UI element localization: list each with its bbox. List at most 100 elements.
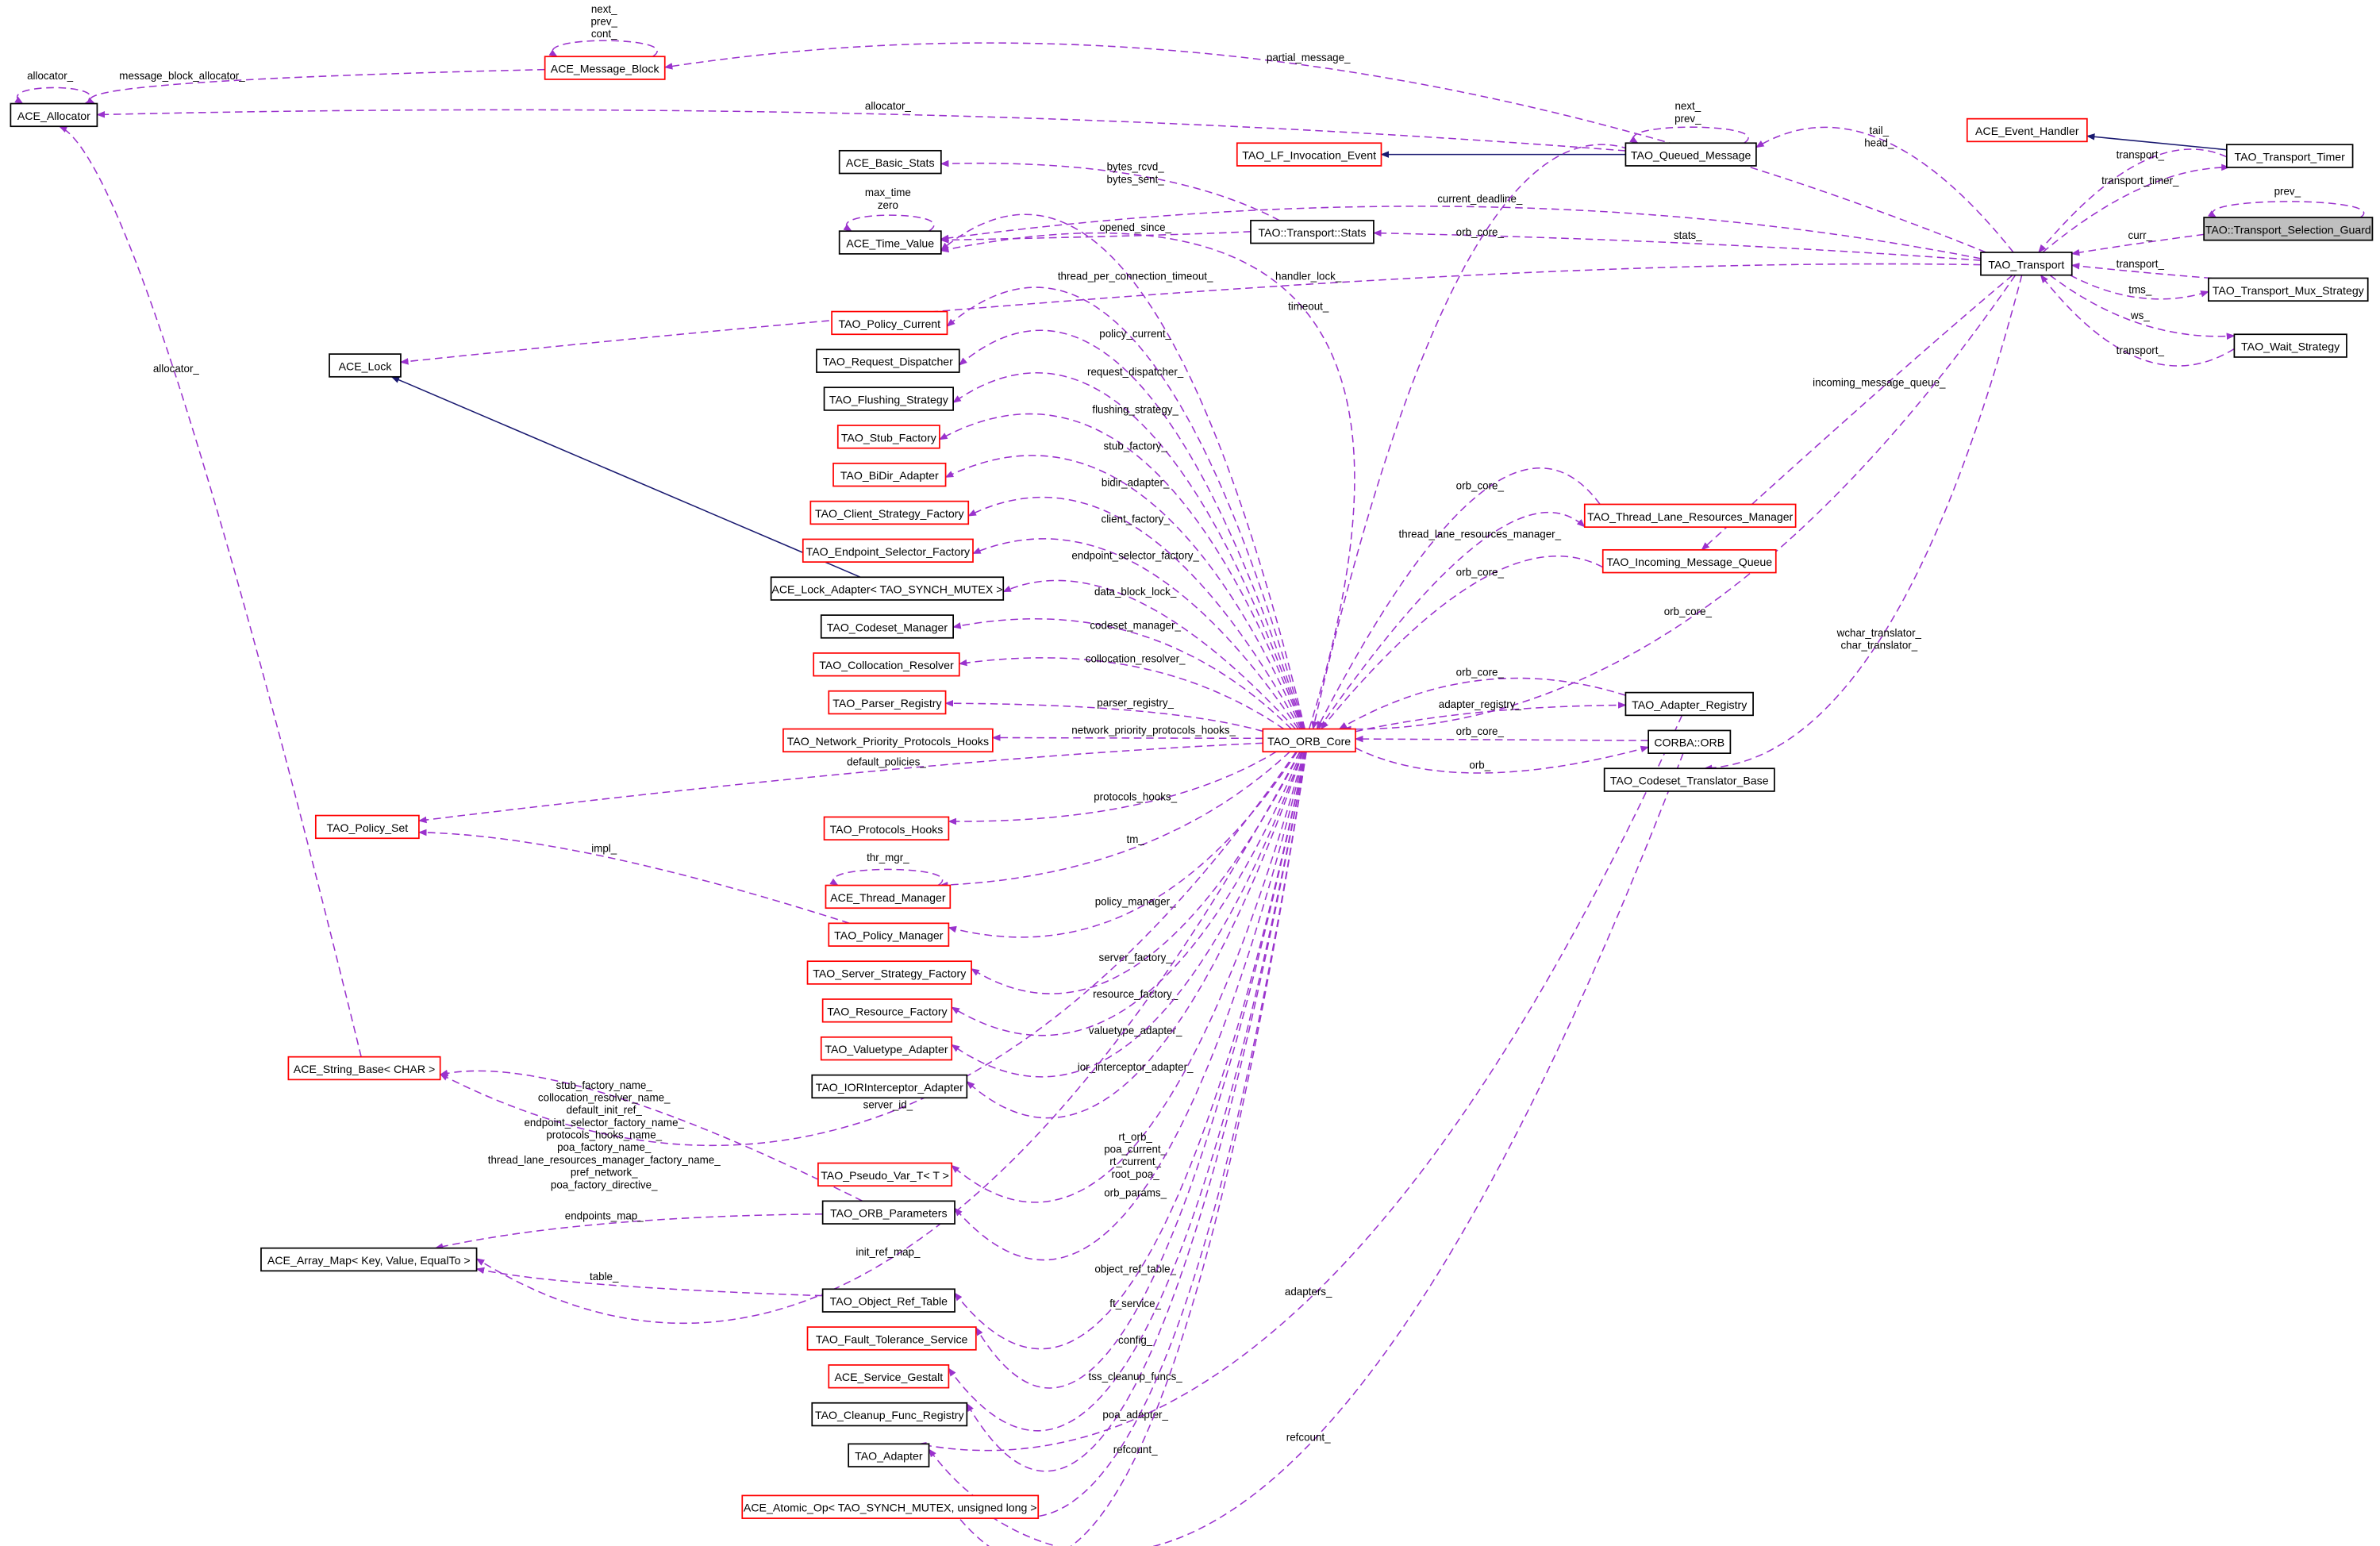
class-node-ssf[interactable]: TAO_Server_Strategy_Factory (806, 960, 972, 985)
class-node-flush[interactable]: TAO_Flushing_Strategy (823, 386, 954, 411)
edge-tstats-to-tv (940, 231, 1252, 244)
class-node-atomic[interactable]: ACE_Atomic_Op< TAO_SYNCH_MUTEX, unsigned… (741, 1494, 1040, 1519)
edge-guard-to-transport (2070, 233, 2205, 256)
class-node-thrmgr[interactable]: ACE_Thread_Manager (825, 884, 952, 910)
edge-label: transport_ (2117, 258, 2165, 270)
edge-thrmgr-to-thrmgr (829, 868, 944, 886)
class-name: ACE_Time_Value (846, 237, 934, 249)
class-node-iora[interactable]: TAO_IORInterceptor_Adapter (811, 1074, 968, 1099)
class-box (1648, 729, 1732, 754)
edge-orbcore-to-preg (944, 699, 1263, 733)
class-node-lock[interactable]: ACE_Lock (329, 353, 402, 378)
class-name: TAO_Codeset_Translator_Base (1610, 775, 1769, 787)
class-box (329, 353, 402, 378)
class-name: TAO_Queued_Message (1631, 149, 1751, 162)
class-node-sg[interactable]: ACE_Service_Gestalt (828, 1364, 950, 1389)
class-node-areg[interactable]: TAO_Adapter_Registry (1624, 691, 1754, 717)
edge-label: prev_ (1674, 113, 1701, 125)
edge-label: client_factory_ (1102, 513, 1171, 525)
edge-label: bidir_adapter_ (1102, 477, 1170, 489)
class-node-csm[interactable]: TAO_Codeset_Manager (820, 614, 954, 639)
class-node-pcur[interactable]: TAO_Policy_Current (831, 310, 948, 336)
edge-orbcore-to-sg (948, 752, 1307, 1432)
edge-label: thread_lane_resources_manager_factory_na… (488, 1154, 721, 1166)
class-node-fts[interactable]: TAO_Fault_Tolerance_Service (806, 1326, 977, 1351)
class-node-qm[interactable]: TAO_Queued_Message (1624, 142, 1757, 167)
class-node-lockad[interactable]: ACE_Lock_Adapter< TAO_SYNCH_MUTEX > (770, 576, 1005, 601)
class-box (820, 1036, 953, 1061)
class-node-rdisp[interactable]: TAO_Request_Dispatcher (816, 348, 960, 373)
class-node-transport[interactable]: TAO_Transport (1980, 252, 2073, 276)
class-node-rf[interactable]: TAO_Resource_Factory (821, 998, 953, 1023)
class-name: ACE_Array_Map< Key, Value, EqualTo > (267, 1254, 471, 1267)
class-node-bstats[interactable]: ACE_Basic_Stats (838, 149, 942, 175)
edge-orb-to-orbcore (1354, 735, 1649, 743)
edge-transport-to-tv (940, 206, 1982, 260)
edge-orbcore-to-orbp (954, 752, 1305, 1261)
class-node-guard[interactable]: TAO::Transport_Selection_Guard (2203, 217, 2374, 241)
class-node-preg[interactable]: TAO_Parser_Registry (828, 690, 947, 715)
class-box (1250, 219, 1375, 244)
class-node-esf[interactable]: TAO_Endpoint_Selector_Factory (802, 538, 974, 563)
edge-label: request_dispatcher_ (1087, 366, 1184, 378)
class-node-tstats[interactable]: TAO::Transport::Stats (1250, 219, 1375, 244)
edge-label: stub_factory_name_ (556, 1079, 653, 1091)
class-node-tv[interactable]: ACE_Time_Value (838, 230, 942, 255)
class-node-ort[interactable]: TAO_Object_Ref_Table (821, 1288, 955, 1313)
class-node-orbp[interactable]: TAO_ORB_Parameters (821, 1200, 955, 1225)
class-node-strb[interactable]: ACE_String_Base< CHAR > (287, 1056, 441, 1081)
class-node-csf[interactable]: TAO_Client_Strategy_Factory (809, 500, 970, 525)
class-node-vta[interactable]: TAO_Valuetype_Adapter (820, 1036, 953, 1061)
edge-label: bytes_sent_ (1107, 173, 1165, 185)
class-node-lfie[interactable]: TAO_LF_Invocation_Event (1236, 142, 1382, 167)
class-node-orb[interactable]: CORBA::ORB (1648, 729, 1732, 754)
class-node-mux[interactable]: TAO_Transport_Mux_Strategy (2208, 277, 2369, 302)
class-node-bidir[interactable]: TAO_BiDir_Adapter (832, 462, 947, 487)
edge-areg-to-adapter (917, 715, 1683, 1452)
edge-label: endpoints_map_ (565, 1209, 644, 1221)
edge-label: config_ (1118, 1334, 1153, 1346)
edge-wait-to-transport (2040, 274, 2235, 367)
class-node-eh[interactable]: ACE_Event_Handler (1966, 117, 2088, 143)
class-node-pset[interactable]: TAO_Policy_Set (314, 814, 420, 840)
edge-orbcore-to-rf (951, 751, 1302, 1036)
class-name: TAO_Transport_Timer (2235, 150, 2346, 163)
class-box (836, 425, 940, 449)
class-node-cfr[interactable]: TAO_Cleanup_Func_Registry (811, 1402, 968, 1427)
class-node-stubf[interactable]: TAO_Stub_Factory (836, 425, 940, 449)
class-node-alloc[interactable]: ACE_Allocator (10, 102, 98, 128)
class-node-mb[interactable]: ACE_Message_Block (544, 56, 666, 80)
class-box (806, 1326, 977, 1351)
nodes-layer: ACE_Allocator ACE_Message_Block ACE_Basic_… (10, 56, 2374, 1519)
class-node-amap[interactable]: ACE_Array_Map< Key, Value, EqualTo > (260, 1247, 478, 1272)
class-node-orbcore[interactable]: TAO_ORB_Core (1262, 728, 1356, 753)
class-node-npph[interactable]: TAO_Network_Priority_Protocols_Hooks (782, 728, 994, 753)
class-name: TAO_Flushing_Strategy (829, 393, 949, 406)
edge-label: protocols_hooks_ (1094, 790, 1177, 802)
edges-layer: allocator_ message_block_allocator_next_p… (14, 3, 2364, 1546)
edge-label: bytes_rcvd_ (1107, 161, 1165, 173)
class-box (2233, 333, 2347, 358)
class-node-pvar[interactable]: TAO_Pseudo_Var_T< T > (817, 1162, 953, 1187)
class-node-pmgr[interactable]: TAO_Policy_Manager (828, 922, 950, 947)
class-name: ACE_Atomic_Op< TAO_SYNCH_MUTEX, unsigned… (744, 1502, 1037, 1514)
class-name: ACE_String_Base< CHAR > (294, 1063, 435, 1075)
edge-orbcore-to-csf (967, 497, 1301, 729)
class-node-tlrm[interactable]: TAO_Thread_Lane_Resources_Manager (1583, 503, 1797, 529)
class-node-imq[interactable]: TAO_Incoming_Message_Queue (1601, 548, 1777, 574)
edge-orbcore-to-pcur (946, 287, 1305, 729)
class-box (2208, 277, 2369, 302)
edge-orbcore-to-phooks (948, 751, 1277, 825)
class-node-ctb[interactable]: TAO_Codeset_Translator_Base (1603, 767, 1775, 792)
edge-orbcore-to-fts (975, 752, 1306, 1389)
edge-ttimer-to-eh (2086, 133, 2227, 151)
class-name: ACE_Service_Gestalt (834, 1371, 943, 1383)
edge-label: max_time (865, 187, 911, 198)
class-name: TAO_Policy_Set (327, 821, 409, 834)
class-node-adapter[interactable]: TAO_Adapter (848, 1443, 930, 1467)
class-node-wait[interactable]: TAO_Wait_Strategy (2233, 333, 2347, 358)
class-node-ttimer[interactable]: TAO_Transport_Timer (2225, 144, 2354, 168)
edge-orbcore-to-ort (954, 752, 1306, 1350)
class-node-colres[interactable]: TAO_Collocation_Resolver (813, 652, 960, 677)
class-node-phooks[interactable]: TAO_Protocols_Hooks (823, 816, 950, 841)
